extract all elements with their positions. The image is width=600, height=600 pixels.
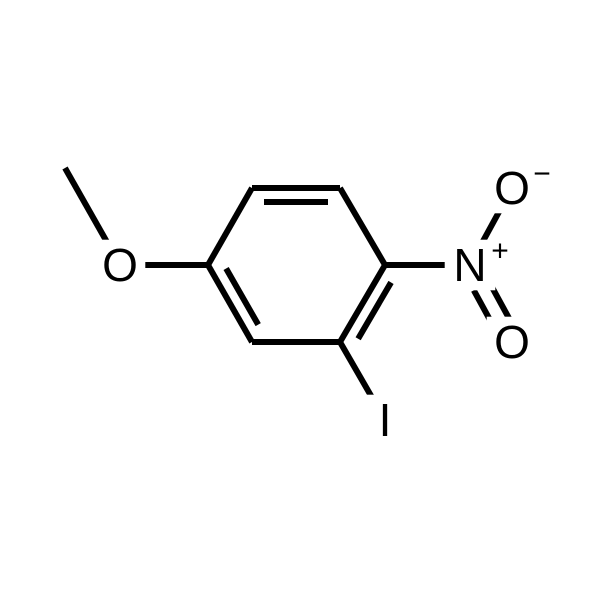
atom-n: N — [453, 239, 486, 291]
charge-o_up: − — [533, 158, 551, 191]
charge-n: + — [491, 235, 509, 268]
atom-o_down: O — [494, 316, 530, 368]
atom-o_ome: O — [102, 239, 138, 291]
atom-o_up: O — [494, 162, 530, 214]
molecule-diagram: ONOOI+− — [0, 0, 600, 600]
atom-i: I — [379, 394, 392, 446]
